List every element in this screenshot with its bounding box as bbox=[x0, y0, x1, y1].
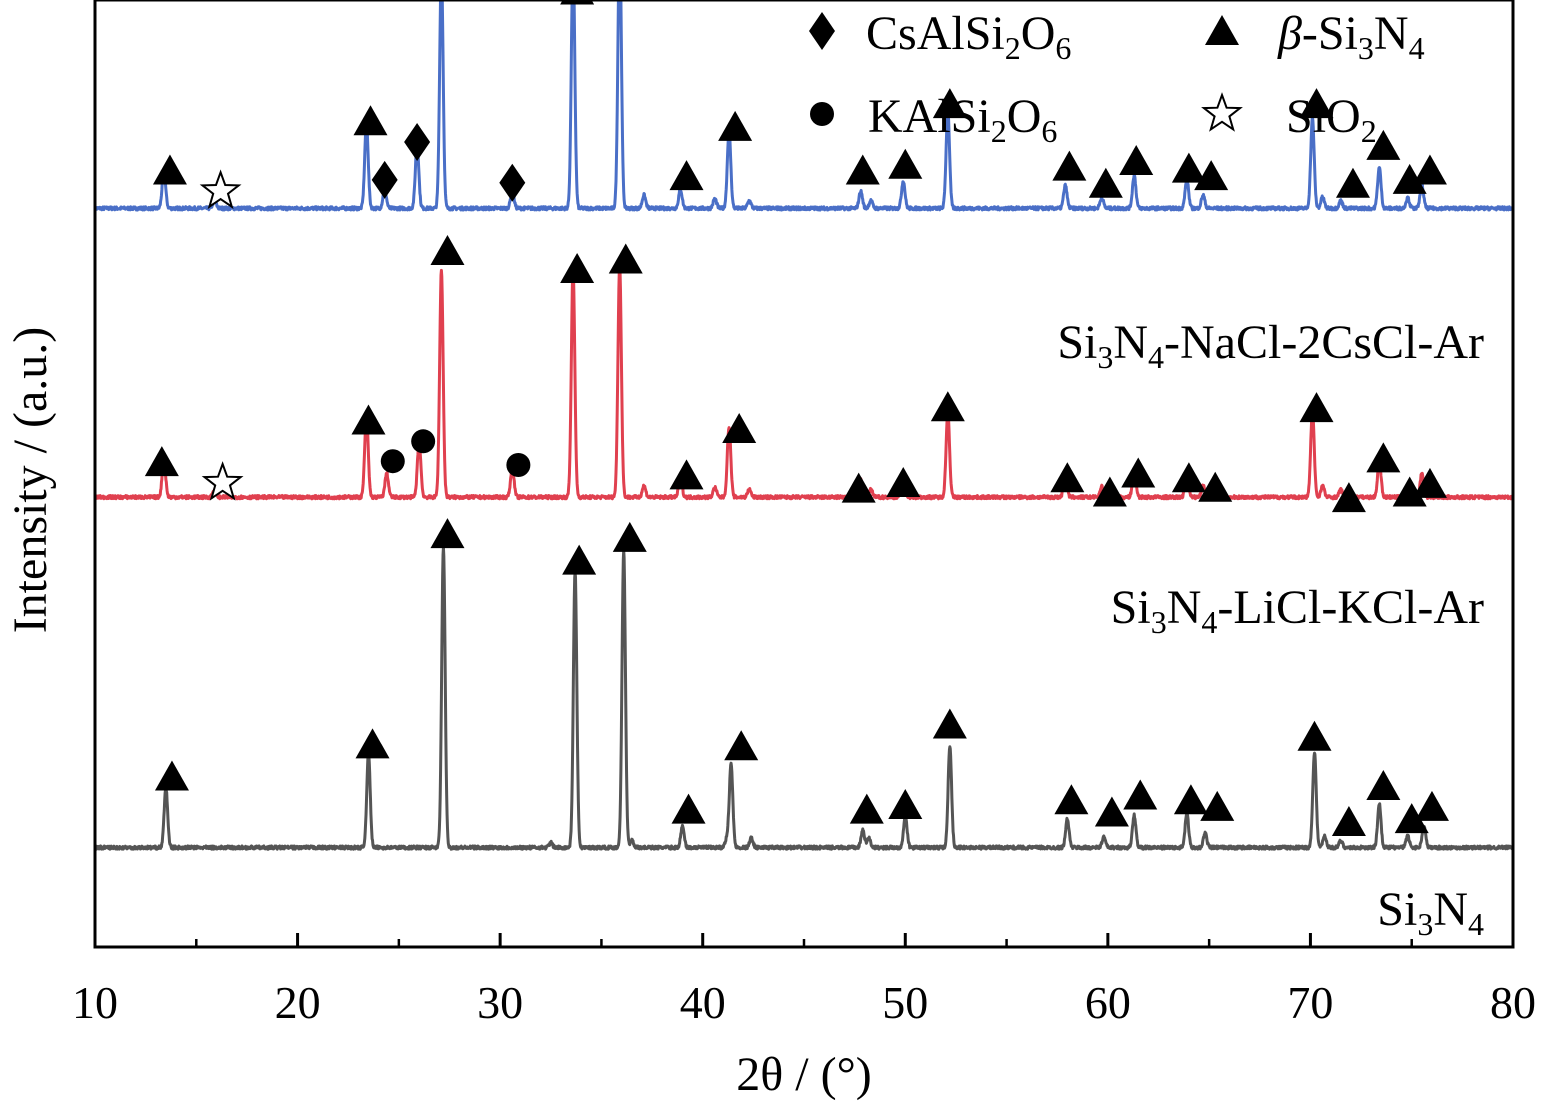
peak-marker-triangle bbox=[1366, 770, 1401, 801]
peak-marker-triangle bbox=[888, 148, 923, 179]
peak-marker-triangle bbox=[562, 544, 597, 575]
x-tick-label: 80 bbox=[1490, 977, 1536, 1028]
peak-marker-circle bbox=[411, 429, 436, 454]
series-label-2: Si3​N4​-LiCl-KCl-Ar bbox=[1111, 581, 1484, 640]
legend-label: KAlSi2​O6​ bbox=[868, 90, 1057, 149]
peak-marker-circle bbox=[380, 449, 405, 474]
x-tick-label: 30 bbox=[477, 977, 523, 1028]
peak-marker-star bbox=[201, 461, 244, 501]
peak-marker-triangle bbox=[1366, 442, 1401, 473]
peak-marker-triangle bbox=[1171, 462, 1206, 493]
legend-label: β-Si3​N4​ bbox=[1277, 7, 1425, 66]
peak-marker-triangle bbox=[1092, 476, 1127, 507]
legend-label: CsAlSi2​O6​ bbox=[866, 7, 1071, 66]
peak-marker-circle bbox=[506, 452, 531, 477]
peak-marker-triangle bbox=[932, 88, 967, 119]
peak-marker-triangle bbox=[560, 252, 595, 283]
x-tick-label: 10 bbox=[72, 977, 118, 1028]
peak-marker-triangle bbox=[1171, 152, 1206, 183]
x-tick-label: 60 bbox=[1085, 977, 1131, 1028]
peak-marker-triangle bbox=[1123, 779, 1158, 810]
peak-marker-triangle bbox=[1366, 129, 1401, 160]
peak-marker-triangle bbox=[1119, 144, 1154, 175]
peak-marker-triangle bbox=[888, 788, 923, 819]
peak-marker-triangle bbox=[144, 446, 179, 477]
peak-marker-triangle bbox=[1050, 462, 1085, 493]
peak-marker-triangle bbox=[1299, 392, 1334, 423]
peak-marker-triangle bbox=[351, 404, 386, 435]
peak-marker-triangle bbox=[722, 412, 757, 443]
peak-marker-triangle bbox=[724, 730, 759, 761]
peak-marker-triangle bbox=[1412, 154, 1447, 185]
peak-marker-triangle bbox=[718, 110, 753, 141]
peak-marker-triangle bbox=[1331, 805, 1366, 836]
peak-marker-triangle bbox=[1392, 163, 1427, 194]
peak-marker-diamond bbox=[371, 160, 398, 199]
peak-marker-triangle bbox=[1414, 790, 1449, 821]
peak-marker-triangle bbox=[669, 160, 704, 191]
peak-marker-star bbox=[199, 169, 242, 210]
legend: CsAlSi2​O6​ β-Si3​N4​ KAlSi2​O6​ SiO2​ bbox=[809, 7, 1425, 149]
x-axis: 10 20 30 40 50 60 70 80 bbox=[72, 933, 1536, 1028]
peak-marker-triangle bbox=[1094, 796, 1129, 827]
peak-marker-triangle bbox=[849, 793, 884, 824]
peak-marker-triangle bbox=[608, 243, 643, 274]
peak-marker-triangle bbox=[932, 708, 967, 739]
peak-marker-triangle bbox=[671, 793, 706, 824]
peak-marker-triangle bbox=[1121, 457, 1156, 488]
x-axis-title: 2θ / (°) bbox=[736, 1048, 872, 1101]
x-tick-label: 40 bbox=[680, 977, 726, 1028]
peak-marker-triangle bbox=[1194, 160, 1229, 191]
series-labels: Si3​N4​-NaCl-2CsCl-Ar Si3​N4​-LiCl-KCl-Ar… bbox=[1057, 316, 1484, 942]
peak-marker-triangle bbox=[1392, 476, 1427, 507]
peak-marker-diamond bbox=[499, 163, 526, 202]
peak-marker-triangle bbox=[353, 105, 388, 136]
peak-marker-triangle bbox=[930, 391, 965, 422]
x-tick-label: 50 bbox=[882, 977, 928, 1028]
legend-label: SiO2​ bbox=[1286, 90, 1377, 149]
y-axis-title: Intensity / (a.u.) bbox=[4, 327, 57, 634]
peak-marker-triangle bbox=[1052, 150, 1087, 181]
peak-marker-triangle bbox=[152, 154, 187, 185]
peak-marker-triangle bbox=[1297, 720, 1332, 751]
peak-marker-triangle bbox=[1198, 471, 1233, 502]
series-label-1: Si3​N4​-NaCl-2CsCl-Ar bbox=[1057, 316, 1484, 375]
peak-marker-triangle bbox=[1088, 167, 1123, 198]
peak-marker-triangle bbox=[1331, 482, 1366, 513]
peak-marker-diamond bbox=[404, 123, 431, 162]
series-label-3: Si3​N4​ bbox=[1377, 883, 1484, 942]
peak-marker-triangle bbox=[1299, 88, 1334, 119]
peak-marker-layer bbox=[144, 0, 1449, 836]
series-line-2 bbox=[93, 262, 1515, 501]
peak-marker-triangle bbox=[612, 521, 647, 552]
peak-marker-triangle bbox=[1200, 790, 1235, 821]
legend-star-icon bbox=[1201, 92, 1243, 132]
peak-marker-triangle bbox=[669, 459, 704, 490]
series-line-3 bbox=[93, 545, 1515, 851]
peak-marker-triangle bbox=[1335, 167, 1370, 198]
peak-marker-triangle bbox=[430, 518, 465, 549]
peak-marker-triangle bbox=[886, 466, 921, 497]
peak-marker-triangle bbox=[1054, 784, 1089, 815]
peak-marker-triangle bbox=[1412, 467, 1447, 498]
series-layer bbox=[93, 0, 1515, 851]
peak-marker-triangle bbox=[355, 728, 390, 759]
peak-marker-triangle bbox=[154, 760, 189, 791]
x-tick-label: 70 bbox=[1287, 977, 1333, 1028]
legend-diamond-icon bbox=[809, 12, 835, 50]
peak-marker-triangle bbox=[845, 154, 880, 185]
peak-marker-triangle bbox=[430, 234, 465, 265]
peak-marker-triangle bbox=[1394, 803, 1429, 834]
x-tick-label: 20 bbox=[275, 977, 321, 1028]
peak-marker-triangle bbox=[841, 472, 876, 503]
peak-marker-triangle bbox=[1173, 784, 1208, 815]
series-line-1 bbox=[93, 0, 1515, 212]
legend-triangle-icon bbox=[1205, 15, 1239, 45]
legend-circle-icon bbox=[810, 102, 834, 126]
